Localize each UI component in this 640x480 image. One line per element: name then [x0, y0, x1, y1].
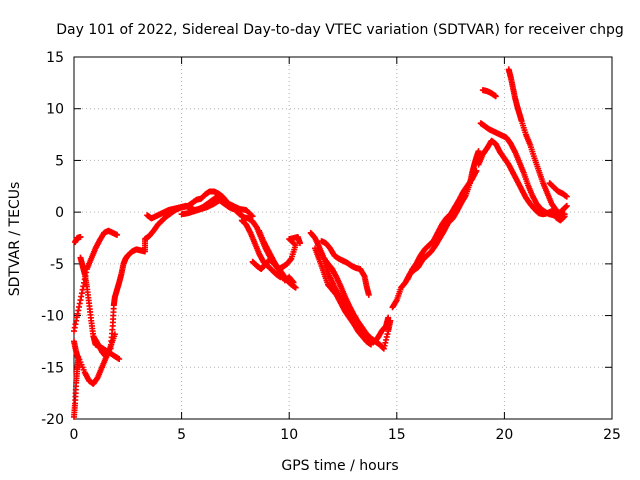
y-tick-label: -10	[41, 309, 64, 325]
series-i	[178, 196, 256, 220]
x-tick-label: 20	[495, 427, 513, 443]
y-axis-label: SDTVAR / TECUs	[7, 182, 23, 297]
data-point	[475, 148, 482, 155]
series-s	[404, 167, 480, 283]
grid	[74, 57, 612, 419]
x-tick-label: 25	[603, 427, 621, 443]
data-point	[563, 193, 570, 200]
data-point	[561, 211, 568, 218]
series-v	[479, 87, 499, 100]
y-tick-label: 5	[55, 153, 64, 169]
data-point	[71, 338, 77, 345]
x-tick-label: 0	[70, 427, 79, 443]
y-tick-label: 10	[46, 102, 64, 118]
series-p	[318, 250, 392, 346]
y-tick-label: 0	[55, 205, 64, 221]
series-f	[90, 333, 110, 360]
data-point	[385, 314, 392, 321]
data-point	[248, 212, 255, 219]
series-b	[72, 233, 84, 246]
series-r	[389, 148, 482, 311]
x-axis-label: GPS time / hours	[281, 458, 398, 474]
data-point	[290, 279, 297, 286]
data-point	[77, 233, 84, 240]
data-point	[492, 93, 499, 100]
y-tick-label: -20	[41, 412, 64, 428]
chart-title: Day 101 of 2022, Sidereal Day-to-day VTE…	[56, 22, 624, 38]
axis-ticks: 0 5 10 15 20 25 -20 -15 -10 -5 0 5 10 15	[41, 50, 621, 443]
x-tick-label: 15	[388, 427, 406, 443]
data-point	[365, 291, 372, 298]
data-point	[103, 353, 110, 360]
data-point	[292, 284, 299, 291]
data-point	[473, 167, 480, 174]
series-a	[71, 227, 121, 335]
series-m	[249, 233, 303, 273]
series-g	[107, 188, 239, 352]
data-point	[116, 356, 123, 363]
data-points	[71, 66, 570, 420]
series-w	[505, 66, 568, 218]
plot-frame	[73, 56, 613, 420]
series-c	[71, 338, 82, 420]
y-tick-label: -15	[41, 360, 64, 376]
x-tick-label: 5	[177, 427, 186, 443]
data-point	[296, 240, 303, 247]
data-point	[563, 202, 570, 209]
y-tick-label: -5	[50, 257, 64, 273]
y-tick-label: 15	[46, 50, 64, 66]
x-tick-label: 10	[280, 427, 298, 443]
series-q	[318, 238, 372, 298]
series-x	[546, 180, 570, 200]
data-point	[114, 231, 121, 238]
